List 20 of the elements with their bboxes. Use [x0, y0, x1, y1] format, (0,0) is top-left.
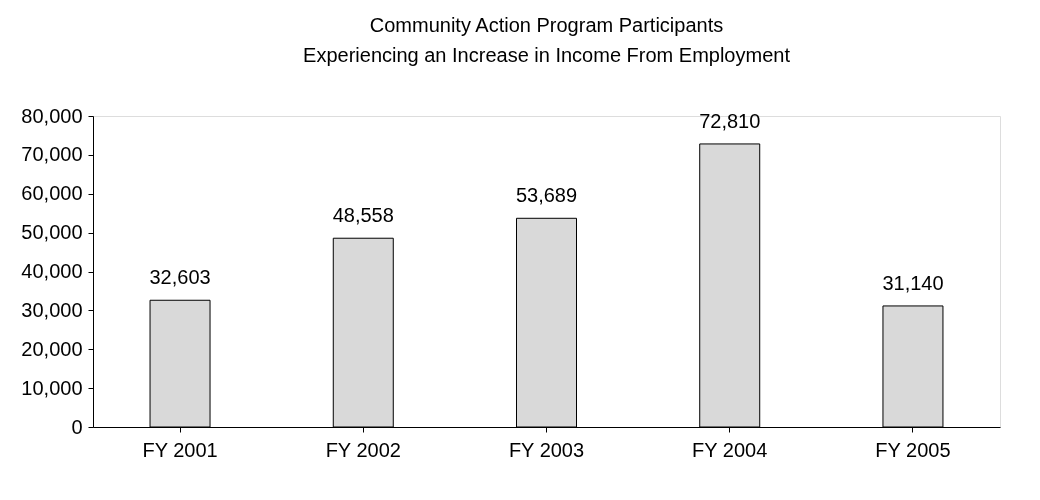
y-tick-label: 0	[71, 415, 83, 438]
y-tick-label: 30,000	[21, 298, 83, 321]
y-tick-label: 80,000	[21, 104, 83, 127]
x-tick-label: FY 2005	[875, 438, 951, 461]
x-tick-label: FY 2004	[692, 438, 768, 461]
x-tick-label: FY 2001	[142, 438, 218, 461]
data-label: 48,558	[332, 204, 394, 227]
y-tick-label: 60,000	[21, 182, 83, 205]
x-tick-label: FY 2002	[325, 438, 401, 461]
data-label: 53,689	[515, 184, 578, 207]
data-label: 32,603	[149, 266, 211, 289]
x-tick-label: FY 2003	[508, 438, 585, 461]
y-tick-label: 20,000	[21, 337, 83, 360]
data-label: 72,810	[699, 109, 761, 132]
y-tick-label: 50,000	[21, 221, 83, 244]
y-tick-label: 40,000	[21, 260, 83, 282]
y-tick-label: 10,000	[21, 376, 83, 399]
data-label: 31,140	[882, 271, 944, 294]
chart-title: Community Action Program Participants Experiencing an Increase in Income From Employment	[303, 14, 791, 66]
y-tick-label: 70,000	[21, 143, 83, 166]
